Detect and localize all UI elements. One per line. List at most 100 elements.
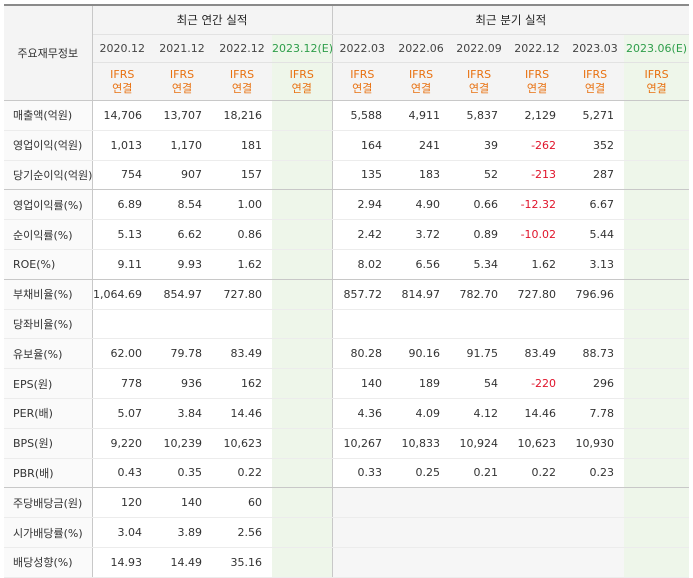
quarter-value-cell: 0.89 bbox=[450, 219, 509, 250]
accounting-standard-label: IFRS 연결 bbox=[392, 62, 451, 101]
standard-line-ifrs: IFRS bbox=[350, 67, 375, 81]
quarter-value-cell: 1.62 bbox=[508, 249, 567, 280]
annual-value-cell: 18,216 bbox=[212, 100, 272, 131]
quarter-value-cell: 183 bbox=[392, 160, 451, 191]
row-label: PER(배) bbox=[4, 398, 93, 429]
quarter-value-cell bbox=[332, 487, 393, 519]
annual-value-cell bbox=[272, 160, 333, 191]
row-label: 영업이익률(%) bbox=[4, 189, 93, 221]
standard-line-ifrs: IFRS bbox=[289, 67, 314, 81]
quarter-value-cell bbox=[508, 547, 567, 578]
annual-value-cell: 14,706 bbox=[92, 100, 152, 131]
quarter-value-cell: 4.12 bbox=[450, 398, 509, 429]
quarter-value-cell bbox=[392, 487, 451, 519]
quarter-value-cell bbox=[624, 547, 690, 578]
annual-value-cell: 14.49 bbox=[152, 547, 212, 578]
quarter-value-cell: 782.70 bbox=[450, 279, 509, 310]
quarter-value-cell bbox=[624, 219, 690, 250]
quarter-value-cell bbox=[332, 309, 393, 340]
annual-value-cell: 9,220 bbox=[92, 428, 152, 459]
annual-value-cell: 1,064.69 bbox=[92, 279, 152, 310]
quarter-value-cell: 287 bbox=[566, 160, 625, 191]
financial-summary-table: 주요재무정보 최근 연간 실적 최근 분기 실적 2020.12 2021.12… bbox=[4, 4, 690, 578]
quarter-value-cell: 10,267 bbox=[332, 428, 393, 459]
quarter-value-cell bbox=[508, 487, 567, 519]
period-header: 2022.09 bbox=[450, 34, 509, 63]
annual-value-cell: 3.84 bbox=[152, 398, 212, 429]
accounting-standard-label: IFRS 연결 bbox=[450, 62, 509, 101]
accounting-standard-label: IFRS 연결 bbox=[152, 62, 212, 101]
quarter-value-cell bbox=[624, 458, 690, 489]
quarter-value-cell: 6.67 bbox=[566, 189, 625, 221]
annual-value-cell: 62.00 bbox=[92, 338, 152, 370]
quarter-value-cell: 0.25 bbox=[392, 458, 451, 489]
annual-value-cell: 1.00 bbox=[212, 189, 272, 221]
quarter-group-header: 최근 분기 실적 bbox=[332, 4, 690, 35]
quarter-value-cell: 91.75 bbox=[450, 338, 509, 370]
quarter-value-cell: 0.66 bbox=[450, 189, 509, 221]
quarter-value-cell: 90.16 bbox=[392, 338, 451, 370]
standard-line-ifrs: IFRS bbox=[466, 67, 492, 81]
quarter-value-cell: -12.32 bbox=[508, 189, 567, 221]
quarter-value-cell: 4.90 bbox=[392, 189, 451, 221]
quarter-value-cell: 5.44 bbox=[566, 219, 625, 250]
quarter-value-cell bbox=[566, 309, 625, 340]
table-label-header: 주요재무정보 bbox=[4, 4, 93, 101]
annual-value-cell bbox=[272, 547, 333, 578]
annual-value-cell: 1,013 bbox=[92, 130, 152, 161]
standard-line-ifrs: IFRS bbox=[408, 67, 434, 81]
accounting-standard-label: IFRS 연결 bbox=[332, 62, 393, 101]
quarter-value-cell: 814.97 bbox=[392, 279, 451, 310]
quarter-value-cell: 4.36 bbox=[332, 398, 393, 429]
quarter-value-cell bbox=[566, 517, 625, 548]
quarter-value-cell: 140 bbox=[332, 368, 393, 399]
annual-value-cell: 1,170 bbox=[152, 130, 212, 161]
period-header: 2022.12 bbox=[508, 34, 567, 63]
quarter-value-cell: 241 bbox=[392, 130, 451, 161]
annual-value-cell bbox=[272, 249, 333, 280]
row-label: 시가배당률(%) bbox=[4, 517, 93, 548]
quarter-value-cell bbox=[624, 100, 690, 131]
quarter-value-cell: 0.33 bbox=[332, 458, 393, 489]
annual-value-cell: 5.07 bbox=[92, 398, 152, 429]
annual-value-cell: 9.93 bbox=[152, 249, 212, 280]
annual-value-cell bbox=[272, 517, 333, 548]
table-row: 영업이익(억원) 1,013 1,170 181 164 241 39 -262 352 bbox=[4, 130, 690, 161]
annual-value-cell: 907 bbox=[152, 160, 212, 191]
standard-line-ifrs: IFRS bbox=[229, 67, 255, 81]
annual-value-cell: 181 bbox=[212, 130, 272, 161]
row-label: 유보율(%) bbox=[4, 338, 93, 370]
quarter-value-cell: 3.13 bbox=[566, 249, 625, 280]
quarter-value-cell: 189 bbox=[392, 368, 451, 399]
annual-value-cell: 10,623 bbox=[212, 428, 272, 459]
quarter-value-cell: -220 bbox=[508, 368, 567, 399]
quarter-value-cell bbox=[624, 130, 690, 161]
table-row: PER(배) 5.07 3.84 14.46 4.36 4.09 4.12 14.46 7.78 bbox=[4, 398, 690, 429]
quarter-value-cell bbox=[566, 547, 625, 578]
quarter-value-cell bbox=[624, 368, 690, 399]
table-row: 시가배당률(%) 3.04 3.89 2.56 bbox=[4, 517, 690, 548]
row-label: 매출액(억원) bbox=[4, 100, 93, 131]
annual-value-cell: 83.49 bbox=[212, 338, 272, 370]
accounting-standard-label: IFRS 연결 bbox=[212, 62, 272, 101]
quarter-value-cell: 352 bbox=[566, 130, 625, 161]
quarter-value-cell: -262 bbox=[508, 130, 567, 161]
standard-line-ifrs: IFRS bbox=[644, 67, 669, 81]
period-header: 2023.03 bbox=[566, 34, 625, 63]
quarter-value-cell: 5.34 bbox=[450, 249, 509, 280]
quarter-value-cell bbox=[624, 487, 690, 519]
quarter-value-cell: 4,911 bbox=[392, 100, 451, 131]
annual-value-cell bbox=[272, 309, 333, 340]
annual-value-cell: 0.43 bbox=[92, 458, 152, 489]
annual-value-cell: 727.80 bbox=[212, 279, 272, 310]
standard-line-ifrs: IFRS bbox=[110, 67, 135, 81]
standard-line-consolidated: 연결 bbox=[646, 81, 667, 95]
annual-value-cell: 79.78 bbox=[152, 338, 212, 370]
annual-value-cell: 35.16 bbox=[212, 547, 272, 578]
annual-value-cell: 854.97 bbox=[152, 279, 212, 310]
annual-value-cell bbox=[272, 487, 333, 519]
quarter-value-cell: 14.46 bbox=[508, 398, 567, 429]
annual-value-cell: 754 bbox=[92, 160, 152, 191]
annual-value-cell: 3.04 bbox=[92, 517, 152, 548]
quarter-value-cell: 796.96 bbox=[566, 279, 625, 310]
